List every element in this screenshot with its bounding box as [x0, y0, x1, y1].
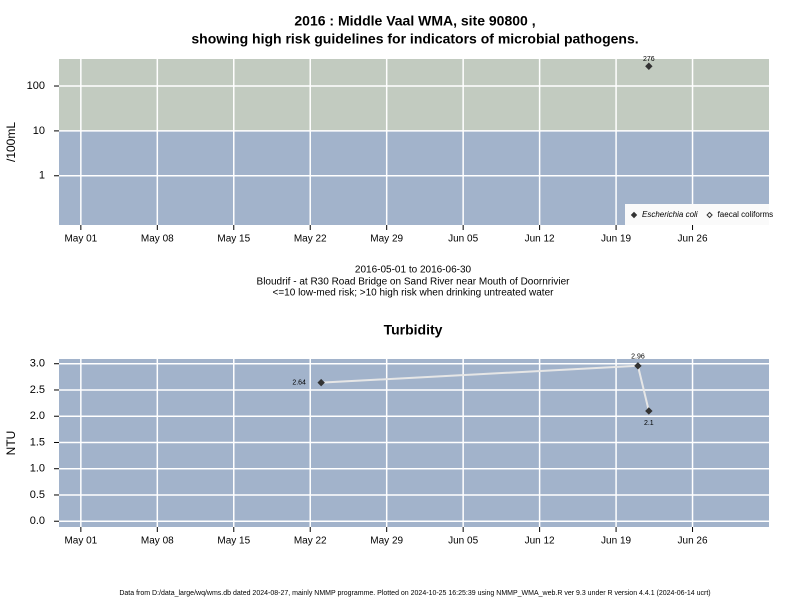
- data-point: [634, 362, 642, 370]
- data-label: 2.64: [292, 379, 306, 386]
- x-tick-label: Jun 12: [525, 234, 555, 245]
- chart-subtitle: showing high risk guidelines for indicat…: [191, 31, 638, 47]
- footer: Data from D:/data_large/wq/wms.db dated …: [119, 590, 710, 597]
- x-tick-label: Jun 19: [601, 234, 631, 245]
- legend-label: Escherichia coli: [642, 210, 698, 219]
- x-tick-label: May 15: [217, 536, 250, 547]
- y-tick-label: 1.0: [30, 463, 45, 475]
- x-tick-label: May 01: [64, 234, 97, 245]
- caption: Bloudrif - at R30 Road Bridge on Sand Ri…: [257, 277, 571, 288]
- x-tick-label: Jun 26: [678, 234, 708, 245]
- y-axis-label: NTU: [4, 431, 18, 456]
- y-tick-label: 2.0: [30, 410, 45, 422]
- x-tick-label: May 22: [294, 536, 327, 547]
- y-tick-label: 2.5: [30, 384, 45, 396]
- x-tick-label: Jun 19: [601, 536, 631, 547]
- legend-box: [625, 204, 769, 225]
- x-tick-label: May 08: [141, 536, 174, 547]
- x-tick-label: Jun 05: [448, 536, 478, 547]
- y-tick-label: 0.0: [30, 515, 45, 527]
- y-tick-label: 3.0: [30, 358, 45, 370]
- legend-marker: [706, 211, 713, 219]
- x-tick-label: Jun 12: [525, 536, 555, 547]
- x-tick-label: May 01: [64, 536, 97, 547]
- legend-label: faecal coliforms: [718, 210, 774, 219]
- data-point: [645, 407, 653, 415]
- y-tick-label: 0.5: [30, 489, 45, 501]
- y-tick-label: 10: [33, 125, 45, 137]
- x-tick-label: May 22: [294, 234, 327, 245]
- chart-title: 2016 : Middle Vaal WMA, site 90800 ,: [294, 13, 535, 29]
- x-tick-label: Jun 05: [448, 234, 478, 245]
- y-tick-label: 1.5: [30, 436, 45, 448]
- data-label: 276: [643, 56, 655, 63]
- x-tick-label: May 15: [217, 234, 250, 245]
- legend-marker: [630, 211, 638, 219]
- x-tick-label: May 29: [370, 536, 403, 547]
- x-tick-label: May 29: [370, 234, 403, 245]
- caption: <=10 low-med risk; >10 high risk when dr…: [273, 288, 555, 299]
- data-point: [645, 62, 653, 70]
- data-point: [317, 378, 325, 387]
- x-tick-label: Jun 26: [678, 536, 708, 547]
- chart-title: Turbidity: [384, 322, 443, 338]
- caption: 2016-05-01 to 2016-06-30: [355, 265, 472, 276]
- y-tick-label: 1: [39, 170, 45, 182]
- y-tick-label: 100: [27, 80, 45, 92]
- data-label: 2.96: [631, 354, 645, 361]
- high-risk-band: [59, 59, 769, 131]
- y-axis-label: /100mL: [4, 122, 18, 162]
- data-label: 2.1: [644, 420, 654, 427]
- x-tick-label: May 08: [141, 234, 174, 245]
